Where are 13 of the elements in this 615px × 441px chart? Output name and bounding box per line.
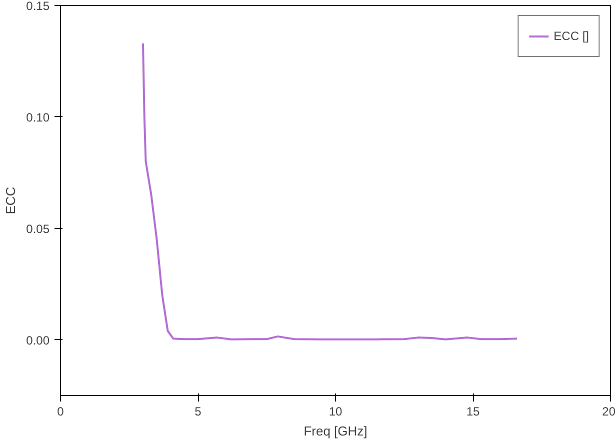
x-tick-label: 5 [194,404,202,418]
x-tick-label: 10 [328,404,342,418]
line-series [142,42,518,340]
y-tick-label: 0.05 [26,222,50,236]
y-axis-title: ECC [3,186,18,214]
x-axis-title: Freq [GHz] [304,424,368,438]
x-tick-label: 0 [57,404,64,418]
legend-label: ECC [] [554,29,589,43]
y-tick-label: 0.15 [26,0,50,13]
y-tick-label: 0.00 [26,333,50,348]
x-tick-label: 15 [466,404,480,418]
y-tick-label: 0.10 [26,110,50,124]
x-tick-label: 20 [602,404,615,418]
